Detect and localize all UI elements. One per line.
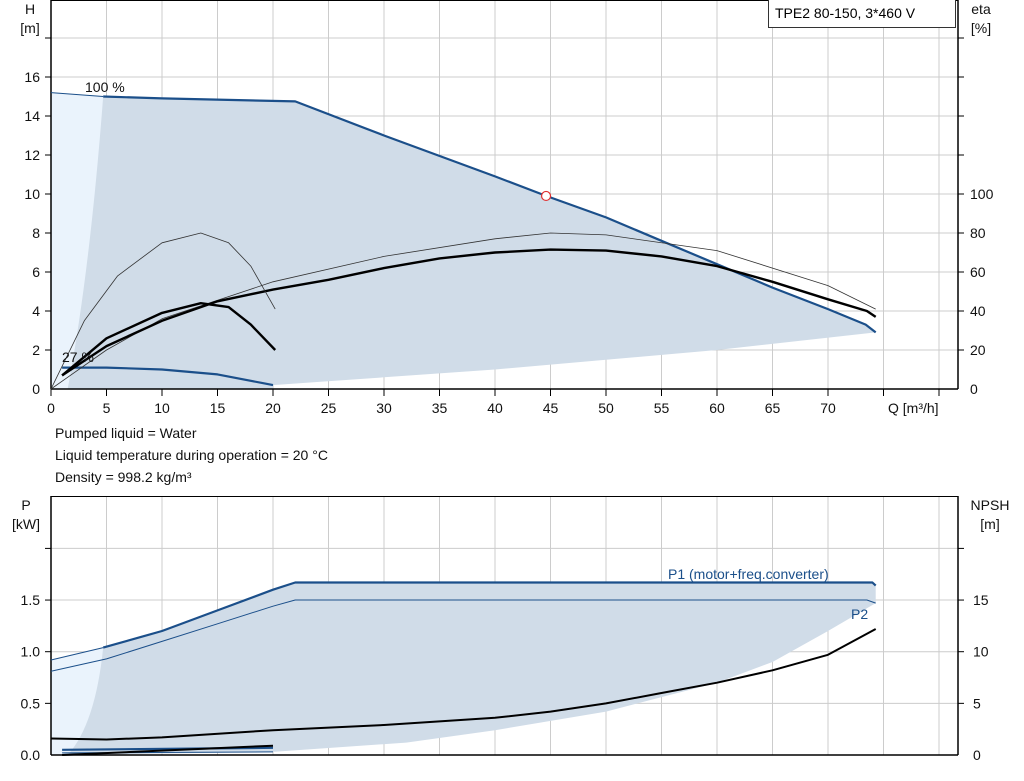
- npsh-tick-label: 10: [973, 644, 989, 660]
- npsh-min-curve: [62, 744, 274, 756]
- x-tick-label: 0: [47, 400, 55, 416]
- y-tick-label: 10: [24, 186, 40, 202]
- x-tick-label: 40: [487, 400, 503, 416]
- npsh-tick-label: 0: [973, 747, 981, 763]
- p-tick-label: 1.0: [21, 644, 41, 660]
- y-tick-label: 6: [32, 264, 40, 280]
- x-tick-label: 20: [265, 400, 281, 416]
- y-tick-label: 4: [32, 303, 40, 319]
- note-temperature: Liquid temperature during operation = 20…: [55, 447, 328, 463]
- y-tick-label: 12: [24, 147, 40, 163]
- eta-pump-min-curve: [50, 232, 276, 390]
- qh-max-extended-curve: [50, 92, 104, 97]
- x-tick-label: 25: [321, 400, 337, 416]
- legend-box: TPE2 80-150, 3*460 V: [768, 0, 956, 28]
- p2-max-curve: [50, 599, 876, 672]
- qh-max-curve: [103, 95, 877, 334]
- x-tick-label: 55: [654, 400, 670, 416]
- eta-tick-label: 80: [970, 225, 986, 241]
- p-tick-label: 0.5: [21, 695, 41, 711]
- p-tick-label: 1.5: [21, 592, 41, 608]
- y-tick-label: 0: [32, 381, 40, 397]
- x-tick-label: 70: [820, 400, 836, 416]
- eta-tick-label: 0: [970, 381, 978, 397]
- p-axis-label: P: [21, 497, 30, 513]
- npsh-axis-label: NPSH: [971, 497, 1010, 513]
- p2-series-label: P2: [851, 606, 868, 622]
- x-tick-label: 65: [765, 400, 781, 416]
- operating-point-marker: [540, 190, 552, 202]
- npsh-tick-label: 5: [973, 695, 981, 711]
- annotation-27-percent: 27 %: [62, 349, 94, 365]
- x-tick-label: 5: [103, 400, 111, 416]
- x-tick-label: 15: [210, 400, 226, 416]
- bottom-operating-range-fill: [67, 582, 876, 755]
- note-liquid: Pumped liquid = Water: [55, 425, 197, 441]
- note-density: Density = 998.2 kg/m³: [55, 469, 192, 485]
- x-tick-label: 45: [543, 400, 559, 416]
- p1-max-curve: [102, 581, 877, 649]
- x-axis-label: Q [m³/h]: [888, 400, 939, 416]
- p-tick-label: 0.0: [21, 747, 41, 763]
- eta-tick-label: 60: [970, 264, 986, 280]
- y-tick-label: 14: [24, 108, 40, 124]
- annotation-100-percent: 100 %: [85, 79, 125, 95]
- x-tick-label: 35: [432, 400, 448, 416]
- y-tick-label: 8: [32, 225, 40, 241]
- eta-tick-label: 40: [970, 303, 986, 319]
- eta-tick-label: 20: [970, 342, 986, 358]
- x-tick-label: 60: [709, 400, 725, 416]
- x-tick-label: 30: [376, 400, 392, 416]
- p-axis-label: [kW]: [12, 516, 40, 532]
- y-tick-label: 16: [24, 69, 40, 85]
- h-axis-label: [m]: [20, 20, 39, 36]
- eta-total-max-curve: [61, 248, 877, 377]
- eta-axis-label: [%]: [971, 20, 991, 36]
- p1-series-label: P1 (motor+freq.converter): [668, 566, 829, 582]
- legend-box-text: TPE2 80-150, 3*460 V: [775, 5, 916, 21]
- eta-axis-label: eta: [971, 1, 991, 17]
- npsh-tick-label: 15: [973, 592, 989, 608]
- npsh-curve: [50, 628, 877, 741]
- x-tick-label: 10: [154, 400, 170, 416]
- h-axis-label: H: [25, 1, 35, 17]
- p1-extended-curve: [50, 647, 104, 661]
- eta-tick-label: 100: [970, 186, 994, 202]
- eta-total-min-curve: [61, 302, 277, 377]
- x-tick-label: 50: [598, 400, 614, 416]
- npsh-axis-label: [m]: [980, 516, 999, 532]
- y-tick-label: 2: [32, 342, 40, 358]
- qh-min-curve: [62, 366, 274, 387]
